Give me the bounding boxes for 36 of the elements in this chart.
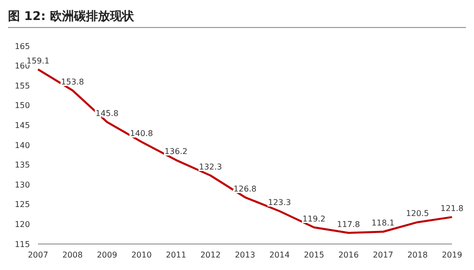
data-label: 153.8 [61, 77, 84, 86]
y-tick-label: 120 [14, 220, 30, 230]
data-label: 123.3 [268, 198, 291, 208]
x-tick-label: 2016 [338, 250, 359, 260]
y-tick-label: 155 [14, 81, 30, 90]
data-label: 159.1 [26, 56, 50, 66]
data-label: 119.2 [302, 214, 326, 224]
data-label: 140.8 [130, 128, 153, 138]
chart-title: 图 12: 欧洲碳排放现状 [8, 8, 466, 28]
data-label: 121.8 [440, 204, 464, 214]
x-tick-label: 2013 [234, 250, 256, 260]
data-label: 120.5 [406, 209, 429, 218]
data-label: 132.3 [199, 162, 222, 172]
x-tick-label: 2011 [166, 250, 186, 260]
y-tick-label: 165 [14, 42, 30, 51]
data-label: 126.8 [234, 184, 256, 194]
x-tick-label: 2015 [304, 250, 324, 260]
data-label: 118.1 [372, 218, 394, 228]
x-tick-label: 2012 [200, 250, 221, 260]
x-tick-label: 2009 [96, 250, 118, 260]
x-tick-label: 2007 [28, 250, 48, 260]
x-tick-label: 2010 [131, 250, 152, 260]
x-tick-label: 2014 [269, 250, 290, 260]
y-tick-label: 125 [14, 200, 30, 210]
x-tick-label: 2017 [372, 250, 394, 260]
y-tick-label: 115 [14, 240, 30, 249]
y-tick-label: 150 [14, 101, 30, 110]
y-tick-label: 135 [14, 160, 30, 170]
x-tick-label: 2008 [62, 250, 83, 260]
x-tick-label: 2019 [442, 250, 462, 260]
data-label: 136.2 [164, 147, 188, 156]
y-tick-label: 130 [14, 180, 30, 190]
x-tick-label: 2018 [407, 250, 428, 260]
data-label: 117.8 [337, 220, 360, 229]
y-tick-label: 145 [14, 121, 30, 130]
y-tick-label: 140 [14, 140, 30, 150]
